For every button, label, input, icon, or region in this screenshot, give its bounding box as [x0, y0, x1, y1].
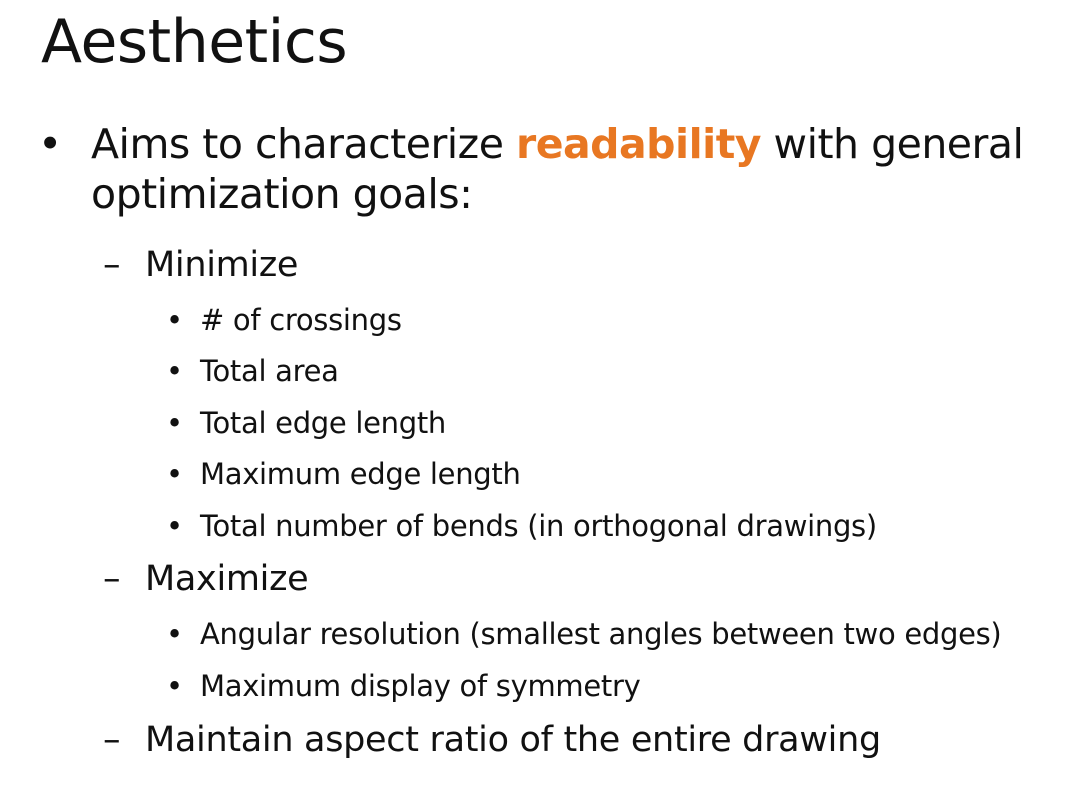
sub-bullet-marker: •	[166, 457, 183, 491]
maximize-sub-item-text: Angular resolution (smallest angles betw…	[200, 617, 1002, 651]
minimize-sub-item-text: Total area	[200, 354, 339, 388]
minimize-label: Minimize	[145, 245, 299, 285]
main-bullet-text-start: Aims to characterize	[91, 120, 516, 168]
sub-bullet-marker: •	[166, 509, 183, 543]
slide-title: Aesthetics	[41, 7, 348, 77]
maximize-label: Maximize	[145, 559, 309, 599]
sub-bullet-marker: •	[166, 354, 183, 388]
sub-bullet-marker: •	[166, 617, 183, 651]
dash-marker: –	[103, 559, 121, 599]
main-bullet-text: Aims to characterize readability with ge…	[91, 119, 1051, 219]
sub-bullet-marker: •	[166, 669, 183, 703]
bullet-marker: •	[38, 120, 62, 168]
minimize-sub-item-text: Total number of bends (in orthogonal dra…	[200, 509, 877, 543]
minimize-sub-item-text: Maximum edge length	[200, 457, 521, 491]
sub-bullet-marker: •	[166, 303, 183, 337]
maintain-label: Maintain aspect ratio of the entire draw…	[145, 720, 881, 760]
dash-marker: –	[103, 245, 121, 285]
sub-bullet-marker: •	[166, 406, 183, 440]
emphasized-term: readability	[515, 120, 762, 168]
maximize-sub-item-text: Maximum display of symmetry	[200, 669, 641, 703]
minimize-sub-item-text: # of crossings	[200, 303, 402, 337]
main-bullet-text-end: with general optimization goals:	[91, 120, 1024, 218]
minimize-sub-item-text: Total edge length	[200, 406, 447, 440]
dash-marker: –	[103, 720, 121, 760]
